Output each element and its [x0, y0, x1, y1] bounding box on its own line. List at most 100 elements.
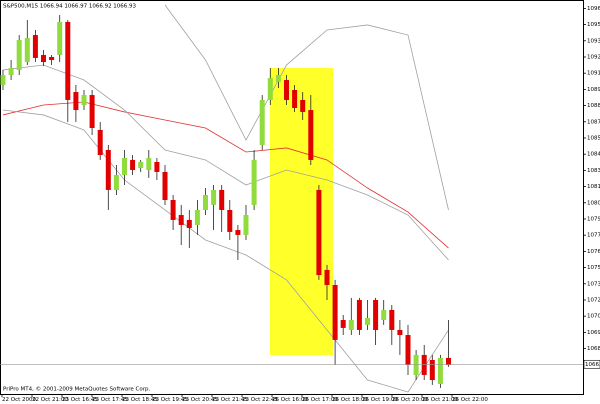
last-price-label: 1066.94 — [585, 362, 600, 368]
candle-body — [227, 209, 233, 232]
y-tick-label: 1093.90 — [587, 38, 600, 44]
y-tick-label: 1085.80 — [587, 135, 600, 141]
y-tick-label: 1072.30 — [587, 297, 600, 303]
candle-body — [340, 320, 346, 328]
y-tick-label: 1068.25 — [587, 346, 600, 352]
x-tick-label: 26 Oct 16:00 — [272, 397, 308, 403]
candle-body — [413, 354, 419, 375]
x-tick-label: 26 Oct 19:00 — [362, 397, 398, 403]
y-tick-label: 1095.25 — [587, 22, 600, 28]
x-tick-label: 26 Oct 22:00 — [452, 397, 488, 403]
candle-body — [316, 189, 322, 276]
candle-body — [49, 56, 55, 60]
candle-body — [292, 89, 298, 108]
candle-body — [0, 74, 6, 85]
candle-body — [203, 194, 208, 210]
x-tick-label: 26 Oct 20:00 — [392, 397, 428, 403]
candle-body — [41, 54, 46, 63]
y-tick-label: 1083.10 — [587, 168, 600, 174]
candle-body — [65, 21, 71, 100]
x-tick-label: 23 Oct 20:45 — [182, 397, 218, 403]
candle-body — [89, 95, 95, 129]
candle-body — [251, 159, 257, 205]
candle-body — [235, 230, 241, 235]
x-tick-label: 26 Oct 21:00 — [422, 397, 458, 403]
plot-frame — [0, 0, 584, 395]
last-price-box — [583, 359, 600, 369]
indicator-line — [2, 64, 449, 261]
y-tick-label: 1073.65 — [587, 281, 600, 287]
indicator-line — [2, 109, 449, 393]
candle-body — [259, 99, 265, 145]
candle-body — [105, 149, 111, 190]
candle-body — [81, 95, 87, 105]
candle-body — [186, 219, 192, 228]
candle-body — [219, 189, 225, 210]
candle-body — [178, 215, 184, 225]
candle-body — [389, 309, 395, 330]
y-tick-label: 1070.95 — [587, 314, 600, 320]
y-tick-label: 1096.60 — [587, 6, 600, 12]
candle-body — [332, 284, 338, 340]
y-tick-label: 1084.45 — [587, 152, 600, 158]
x-tick-label: 22 Oct 21:00 — [32, 397, 68, 403]
candle-body — [97, 129, 103, 156]
candle-body — [211, 189, 217, 205]
x-tick-label: 23 Oct 22:45 — [242, 397, 278, 403]
y-tick-label: 1088.50 — [587, 103, 600, 109]
y-tick-label: 1091.20 — [587, 71, 600, 77]
candle-body — [284, 80, 289, 100]
candle-body — [122, 158, 127, 175]
candle-body — [421, 354, 427, 375]
y-tick-label: 1076.35 — [587, 249, 600, 255]
candle-body — [381, 309, 387, 321]
indicator-line — [164, 4, 449, 211]
x-tick-label: 26 Oct 17:00 — [302, 397, 338, 403]
candle-body — [243, 215, 249, 235]
x-tick-label: 23 Oct 19:45 — [152, 397, 188, 403]
y-tick-label: 1080.40 — [587, 200, 600, 206]
candle-body — [8, 68, 14, 75]
highlight-box — [270, 68, 333, 355]
candle-body — [300, 99, 306, 112]
candle-body — [162, 171, 168, 201]
footer: PriPro MT4, © 2001-2009 MetaQuotes Softw… — [3, 386, 151, 393]
x-tick-label: 22 Oct 2009 — [2, 397, 37, 403]
candle-body — [57, 21, 63, 55]
y-tick-label: 1089.85 — [587, 87, 600, 93]
y-tick-label: 1079.05 — [587, 216, 600, 222]
candle-body — [138, 161, 144, 168]
candle-body — [113, 174, 119, 190]
x-tick-label: 23 Oct 21:45 — [212, 397, 248, 403]
candle-body — [437, 357, 443, 384]
candle-body — [275, 74, 281, 82]
candle-body — [365, 317, 370, 325]
candle-body — [146, 158, 152, 171]
candle-body — [397, 329, 403, 336]
candle-body — [170, 200, 176, 220]
candle-body — [308, 110, 314, 160]
x-tick-label: 23 Oct 16:45 — [62, 397, 98, 403]
y-tick-label: 1081.75 — [587, 184, 600, 190]
candle-body — [24, 38, 30, 63]
candle-body — [356, 299, 362, 330]
candle-body — [324, 269, 330, 285]
x-tick-label: 26 Oct 18:00 — [332, 397, 368, 403]
candle-body — [73, 92, 79, 111]
y-tick-label: 1075.00 — [587, 265, 600, 271]
y-tick-label: 1077.70 — [587, 233, 600, 239]
candle-body — [32, 35, 38, 58]
y-tick-label: 1069.60 — [587, 330, 600, 336]
x-tick-label: 23 Oct 18:45 — [122, 397, 158, 403]
candle-body — [16, 39, 22, 70]
y-tick-label: 1087.15 — [587, 119, 600, 125]
candle-body — [154, 161, 160, 172]
chart-title: S&P500,M15 1066.94 1066.97 1066.92 1066.… — [3, 4, 137, 10]
x-tick-label: 23 Oct 17:45 — [92, 397, 128, 403]
candle-body — [267, 77, 273, 100]
candle-body — [429, 359, 435, 381]
candle-body — [348, 320, 354, 330]
candle-body — [373, 299, 379, 330]
candle-body — [194, 209, 200, 225]
